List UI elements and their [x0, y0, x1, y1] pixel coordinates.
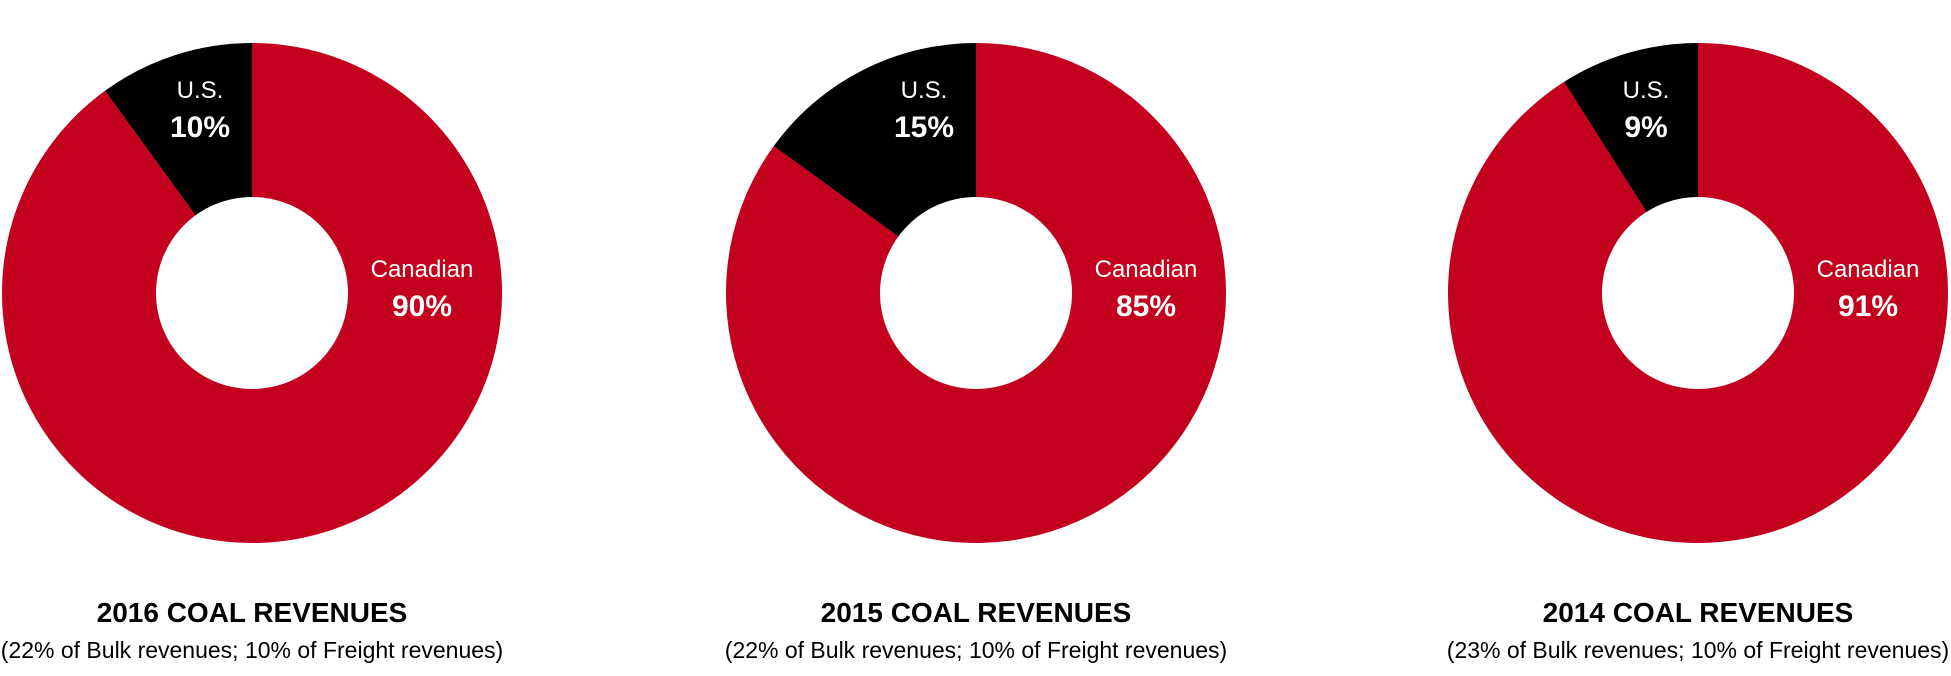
donut-chart-0: Canadian 90% U.S. 10% 2016 COAL REVENUES (22%…	[1, 42, 503, 663]
slice-label-name: Canadian	[371, 256, 474, 283]
chart-title: 2014 COAL REVENUES	[1543, 597, 1854, 628]
slice-label-value: 10%	[170, 111, 230, 144]
chart-title: 2015 COAL REVENUES	[821, 597, 1132, 628]
slice-label-value: 90%	[392, 290, 452, 323]
slice-label-name: Canadian	[1095, 256, 1198, 283]
slice-label-value: 85%	[1116, 290, 1176, 323]
chart-subtitle: (22% of Bulk revenues; 10% of Freight re…	[725, 637, 1227, 663]
chart-subtitle: (23% of Bulk revenues; 10% of Freight re…	[1447, 637, 1949, 663]
slice-label-name: U.S.	[901, 77, 948, 104]
donut-hole	[156, 197, 348, 389]
donut-hole	[1602, 197, 1794, 389]
slice-label-value: 15%	[894, 111, 954, 144]
slice-label-name: Canadian	[1817, 256, 1920, 283]
chart-title: 2016 COAL REVENUES	[97, 597, 408, 628]
slice-label-value: 91%	[1838, 290, 1898, 323]
donut-chart-2: Canadian 91% U.S. 9% 2014 COAL REVENUES (23% …	[1447, 42, 1949, 663]
slice-label-value: 9%	[1624, 111, 1667, 144]
donut-chart-1: Canadian 85% U.S. 15% 2015 COAL REVENUES (22%…	[725, 43, 1227, 663]
chart-subtitle: (22% of Bulk revenues; 10% of Freight re…	[1, 637, 503, 663]
slice-label-name: U.S.	[177, 77, 224, 104]
slice-label-name: U.S.	[1623, 77, 1670, 104]
donut-hole	[880, 197, 1072, 389]
